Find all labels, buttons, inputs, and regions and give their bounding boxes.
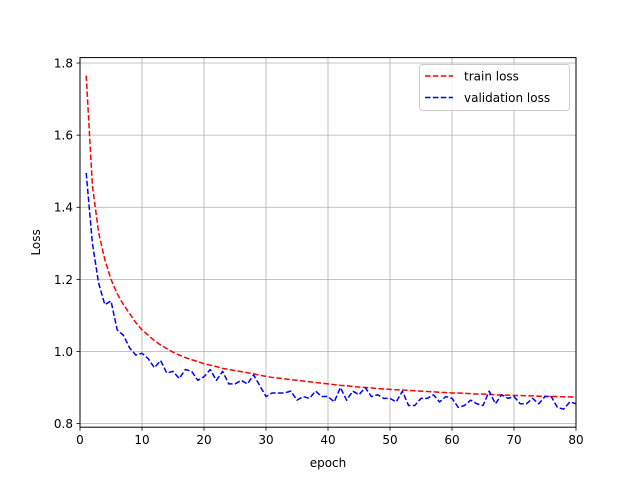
y-tick-label: 1.2 [54,273,73,287]
train-loss-series-line [85,75,577,399]
x-tick-label: 20 [196,433,211,447]
legend-validation-loss-label: validation loss [464,91,550,105]
legend: train loss validation loss [419,64,570,111]
x-axis-label: epoch [310,456,347,470]
series-group [85,75,577,410]
validation-loss-series-line [85,172,577,410]
y-tick-label: 0.8 [54,417,73,431]
legend-train-loss-label: train loss [464,70,519,84]
x-tick-label: 30 [258,433,273,447]
y-axis-label: Loss [29,229,43,255]
axis-ticks: 0 10 20 30 40 50 60 70 80 0.8 1.0 1.2 1.4 1.6 1.8 [54,57,584,448]
y-tick-label: 1.0 [54,345,73,359]
x-tick-label: 80 [568,433,583,447]
x-tick-label: 40 [320,433,335,447]
x-tick-label: 60 [444,433,459,447]
y-tick-label: 1.8 [54,57,73,71]
x-tick-label: 50 [382,433,397,447]
x-tick-label: 10 [134,433,149,447]
y-tick-label: 1.6 [54,129,73,143]
x-tick-label: 70 [506,433,521,447]
y-tick-label: 1.4 [54,201,73,215]
legend-box [419,64,570,111]
x-tick-label: 0 [76,433,84,447]
